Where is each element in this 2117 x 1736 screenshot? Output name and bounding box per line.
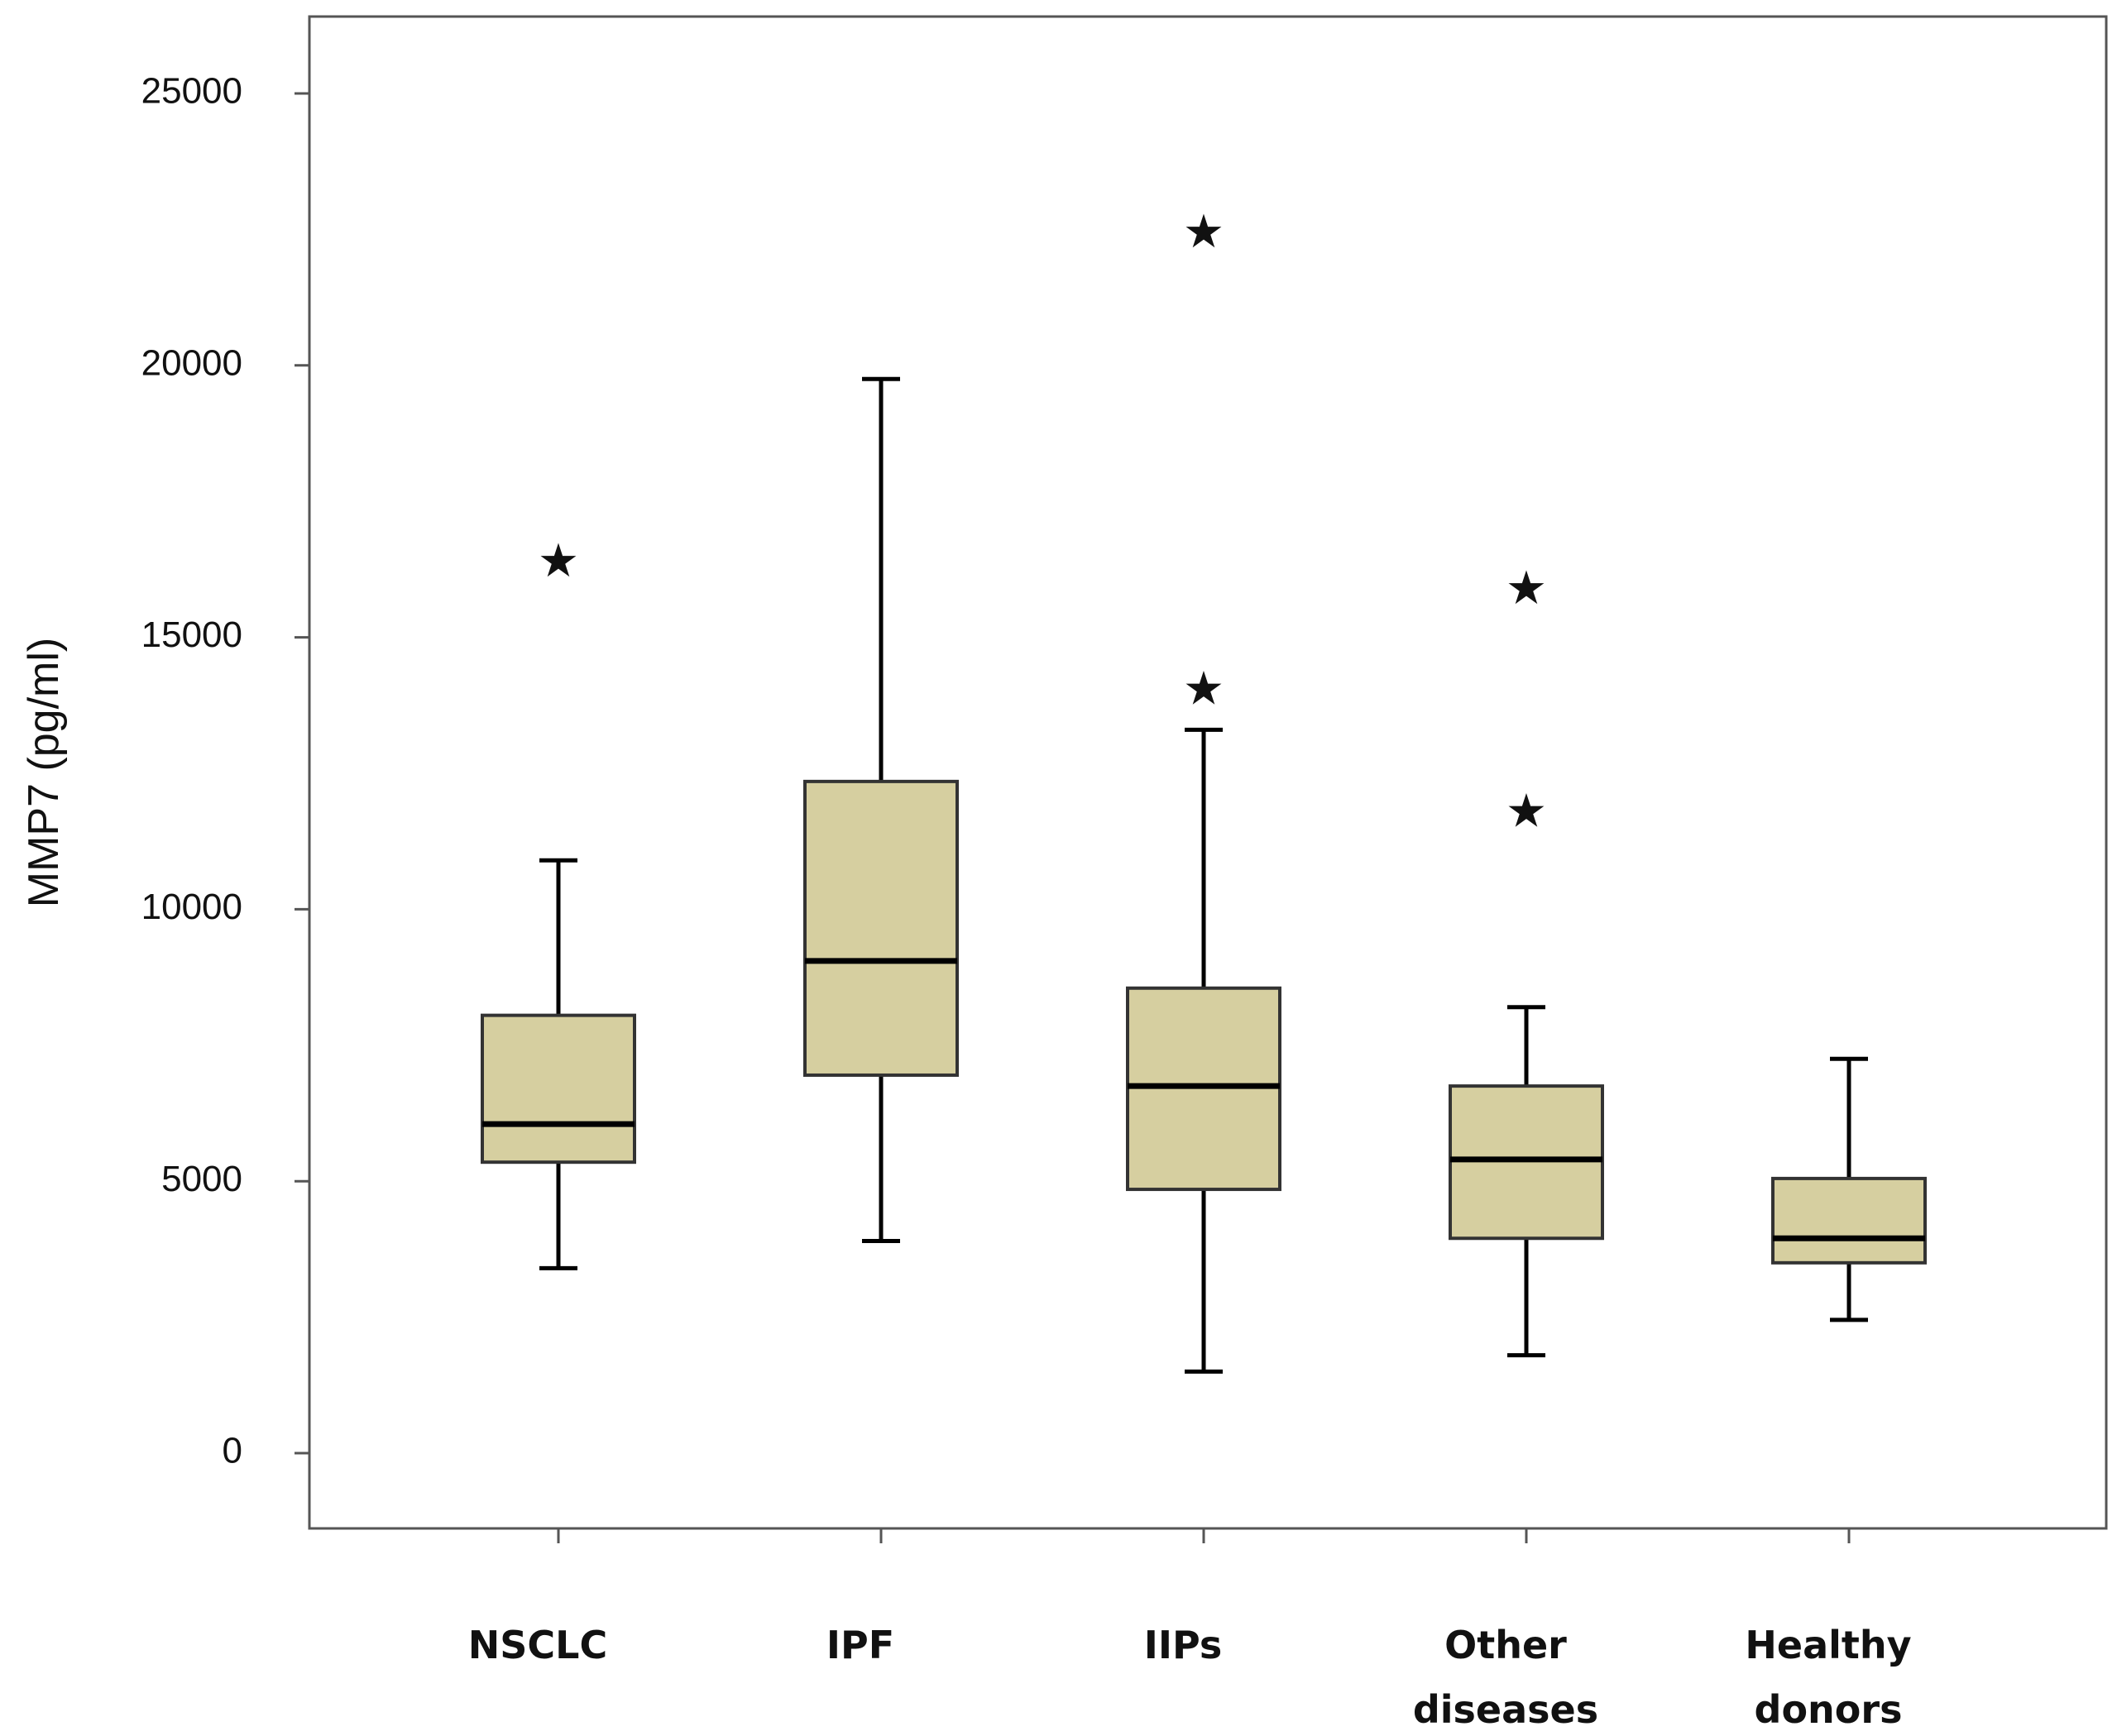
y-axis: 0 5000 10000 15000 20000 25000 bbox=[141, 71, 309, 1471]
iqr-box bbox=[1771, 1176, 1927, 1265]
y-tick-label: 25000 bbox=[141, 71, 242, 112]
y-axis-label: MMP7 (pg/ml) bbox=[20, 638, 68, 907]
x-category-label: Healthy donors bbox=[1745, 1623, 1911, 1732]
x-axis: NSCLC IPF IIPs Other diseases Healthy donors bbox=[468, 1528, 1912, 1732]
y-tick-label: 5000 bbox=[161, 1159, 242, 1199]
box-ipf bbox=[803, 376, 959, 1244]
y-tick-label: 15000 bbox=[141, 615, 242, 655]
box-nsclc: ★ bbox=[481, 534, 636, 1270]
x-category-label: NSCLC bbox=[468, 1623, 607, 1667]
box-healthy-donors bbox=[1771, 1056, 1927, 1322]
x-category-label-line: diseases bbox=[1413, 1687, 1598, 1732]
x-category-label-line: NSCLC bbox=[468, 1623, 607, 1667]
y-tick-label: 20000 bbox=[141, 342, 242, 383]
x-category-label-line: IPF bbox=[826, 1623, 894, 1667]
outlier-star: ★ bbox=[1183, 662, 1224, 716]
y-tick-label: 0 bbox=[223, 1431, 242, 1471]
x-category-label-line: Healthy bbox=[1745, 1623, 1911, 1667]
x-category-label: Other diseases bbox=[1413, 1623, 1598, 1732]
outlier-star: ★ bbox=[1183, 205, 1224, 259]
iqr-box bbox=[803, 779, 959, 1077]
outlier-star: ★ bbox=[538, 534, 579, 588]
box-other-diseases: ★★ bbox=[1449, 562, 1604, 1358]
x-category-label-line: IIPs bbox=[1144, 1623, 1223, 1667]
x-category-label: IIPs bbox=[1144, 1623, 1223, 1667]
x-category-label-line: Other bbox=[1444, 1623, 1567, 1667]
plot-area-frame bbox=[308, 15, 2108, 1530]
x-category-label-line: donors bbox=[1755, 1687, 1903, 1732]
boxes-group: ★★★★★ bbox=[481, 205, 1927, 1374]
x-category-label: IPF bbox=[826, 1623, 894, 1667]
outlier-star: ★ bbox=[1506, 785, 1547, 839]
iqr-box bbox=[481, 1013, 636, 1165]
outlier-star: ★ bbox=[1506, 562, 1547, 615]
y-tick-label: 10000 bbox=[141, 887, 242, 927]
box-iips: ★★ bbox=[1126, 205, 1281, 1374]
